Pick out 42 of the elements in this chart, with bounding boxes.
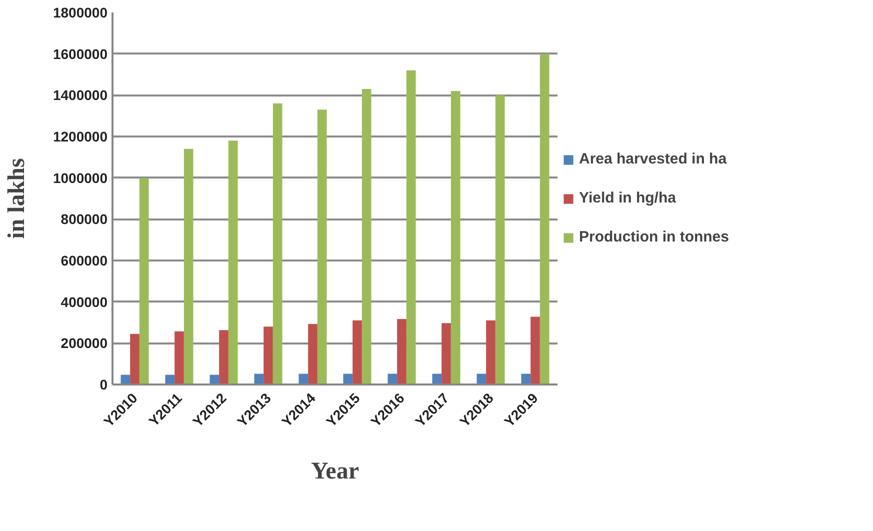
legend-label: Yield in hg/ha [579,190,676,206]
bar [254,374,264,384]
bar [264,326,273,384]
bar [442,323,451,384]
bar [540,54,550,384]
bar [486,320,496,384]
y-tick-label: 1600000 [52,46,108,62]
bar [495,95,505,384]
bar [432,374,442,384]
bar [530,316,540,384]
bar [343,374,353,384]
y-tick-label: 1800000 [52,4,108,20]
y-tick-label: 800000 [60,211,108,228]
legend-label: Production in tonnes [579,228,729,246]
y-tick-label: 1000000 [52,170,108,186]
bar [308,324,318,384]
y-tick-label: 200000 [60,335,108,352]
y-tick-label: 1400000 [52,87,108,104]
y-tick-label: 600000 [60,252,108,268]
bar [362,88,372,384]
y-tick-label: 1200000 [52,128,108,144]
bar [219,330,228,384]
bar [450,91,460,384]
y-tick-label: 400000 [60,294,108,310]
bar [184,148,194,384]
bar [228,140,238,384]
legend-label: Area harvested in ha [579,150,727,168]
bar [397,318,406,384]
bar [521,374,531,384]
bar [352,320,362,384]
y-axis-title: in lakhs [4,158,30,239]
bar [272,103,282,384]
bar [298,374,308,384]
bar [130,334,140,384]
bar [174,331,184,384]
bar [388,374,398,384]
bar [476,374,486,384]
x-axis-title: Year [311,458,360,484]
bar [406,70,416,384]
y-tick-label: 0 [100,376,108,392]
bar [139,178,149,384]
bar [317,110,327,384]
